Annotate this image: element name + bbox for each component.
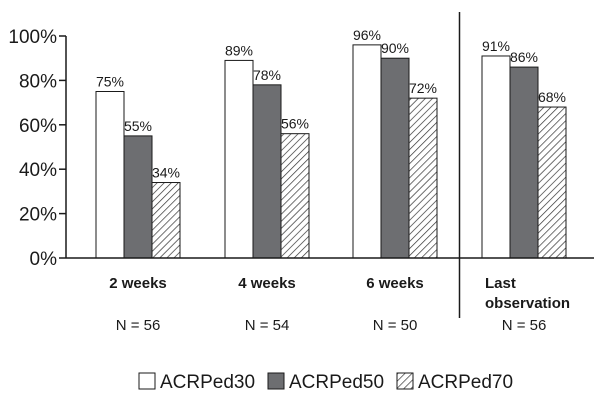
n-label: N = 56 <box>116 317 161 334</box>
legend: ACRPed30 ACRPed50 ACRPed70 <box>138 372 513 393</box>
legend-label: ACRPed70 <box>418 372 513 393</box>
bar-group-6-weeks: 96%90% 72% <box>352 27 438 259</box>
category-label: Last <box>485 275 516 292</box>
legend-label: ACRPed30 <box>160 372 255 393</box>
bar-group-2-weeks: 75% 55% 34% <box>95 74 181 259</box>
bar-value-label: 75% <box>96 74 124 90</box>
bar-acrped50 <box>509 66 539 259</box>
bar-value-label: 68% <box>538 89 566 105</box>
legend-swatch-acrped70 <box>396 372 414 390</box>
bar-value-label: 91% <box>482 38 510 54</box>
category-label: 4 weeks <box>238 275 296 292</box>
legend-swatch-acrped50 <box>267 372 285 390</box>
bar-acrped50 <box>123 135 153 259</box>
bar-acrped70 <box>537 106 567 259</box>
bar-value-label: 55% <box>124 118 152 134</box>
bar-acrped30 <box>352 44 382 259</box>
bar-acrped70 <box>280 133 310 259</box>
bar-acrped50 <box>380 57 410 259</box>
category-label: observation <box>485 295 570 312</box>
bar-group-4-weeks: 89%78% 56% <box>224 42 310 259</box>
y-tick-label: 100% <box>8 27 57 48</box>
bar-group-last-observation: 91%86% 68% <box>481 38 567 259</box>
y-tick-label: 40% <box>19 160 57 181</box>
n-label: N = 56 <box>502 317 547 334</box>
bar-value-label: 86% <box>510 49 538 65</box>
bars: 75% 55% 34% 89%78% 56% 96%90% 72% 91%86% 68% <box>95 27 567 259</box>
legend-swatch-acrped30 <box>138 372 156 390</box>
bar-acrped70 <box>151 182 181 259</box>
bar-value-label: 96% <box>353 27 381 43</box>
bar-value-label: 56% <box>281 116 309 132</box>
legend-label: ACRPed50 <box>289 372 384 393</box>
bar-value-label: 89% <box>225 42 253 58</box>
n-label: N = 54 <box>245 317 290 334</box>
bar-acrped30 <box>481 55 511 259</box>
y-tick-label: 0% <box>30 249 58 270</box>
y-tick-label: 20% <box>19 205 57 226</box>
bar-value-label: 72% <box>409 80 437 96</box>
y-tick-label: 80% <box>19 71 57 92</box>
bar-value-label: 90% <box>381 40 409 56</box>
y-axis: 0% 20% 40% 60% 80% 100% <box>8 27 67 270</box>
category-label: 6 weeks <box>366 275 424 292</box>
bar-acrped50 <box>252 84 282 259</box>
y-tick-label: 60% <box>19 116 57 137</box>
bar-acrped30 <box>95 91 125 259</box>
category-label: 2 weeks <box>109 275 167 292</box>
bar-value-label: 78% <box>253 67 281 83</box>
x-axis: 2 weeks N = 56 4 weeks N = 54 6 weeks N = 50 L… <box>66 12 594 334</box>
n-label: N = 50 <box>373 317 418 334</box>
bar-acrped30 <box>224 59 254 259</box>
bar-value-label: 34% <box>152 165 180 181</box>
bar-acrped70 <box>408 97 438 259</box>
